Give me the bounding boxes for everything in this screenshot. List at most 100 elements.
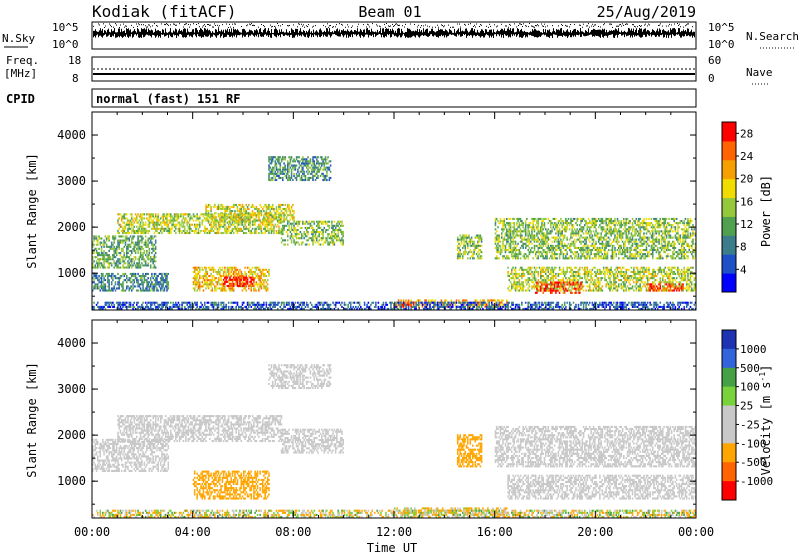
echo-cell [137,258,139,261]
echo-cell [249,225,251,228]
echo-cell [236,284,239,287]
echo-cell [521,244,523,247]
echo-cell [127,227,129,230]
echo-cell [307,222,309,225]
echo-cell [672,244,674,247]
echo-cell [183,217,186,220]
echo-cell [206,205,209,208]
echo-cell [312,168,314,171]
echo-cell [224,210,226,213]
echo-cell [193,229,196,232]
echo-cell [219,283,221,286]
echo-cell [503,224,506,227]
echo-cell [129,223,132,226]
echo-cell [134,272,137,275]
echo-cell [507,222,509,225]
echo-cell [193,281,196,284]
echo-cell [641,220,644,223]
echo-cell [163,221,166,224]
echo-cell [682,232,684,235]
echo-cell [513,226,516,229]
echo-cell [604,244,606,247]
echo-cell [253,212,255,215]
echo-cell [107,262,109,265]
echo-cell [243,219,245,222]
echo-cell [285,231,288,234]
echo-cell [639,240,641,243]
echo-cell [638,238,640,241]
echo-cell [319,231,322,234]
echo-cell [119,262,122,265]
echo-cell [614,224,616,227]
echo-cell [322,231,324,234]
echo-cell [501,301,503,304]
echo-cell [234,203,236,206]
echo-cell [280,158,283,161]
echo-cell [523,242,526,245]
echo-cell [683,253,685,256]
echo-cell [652,242,654,245]
echo-cell [217,277,220,280]
echo-cell [635,242,638,245]
echo-cell [255,205,258,208]
echo-cell [148,254,151,257]
echo-cell [396,305,399,308]
echo-cell [255,281,258,284]
echo-cell [186,223,188,226]
echo-cell [624,244,626,247]
echo-cell [210,229,212,232]
echo-cell [624,240,626,243]
echo-cell [166,215,168,218]
echo-cell [186,213,188,216]
echo-cell [273,225,275,228]
echo-cell [459,238,461,241]
echo-cell [652,251,654,254]
echo-cell [249,221,251,224]
echo-cell [675,222,678,225]
echo-cell [239,221,241,224]
echo-cell [143,264,146,267]
echo-cell [131,239,133,242]
echo-cell [128,279,131,282]
echo-cell [659,230,662,233]
echo-cell [508,224,511,227]
echo-cell [397,299,400,302]
echo-cell [313,231,316,234]
echo-cell [158,219,161,222]
echo-cell [635,244,638,247]
echo-cell [259,277,261,280]
echo-cell [141,279,143,282]
echo-cell [297,233,299,236]
echo-cell [528,234,531,237]
echo-cell [211,281,214,284]
echo-cell [514,228,517,231]
echo-cell [244,227,246,230]
echo-cell [646,228,649,231]
echo-cell [314,166,317,169]
echo-cell [265,285,268,288]
echo-cell [260,205,263,208]
echo-cell [269,214,271,217]
echo-cell [279,176,282,179]
echo-cell [288,224,290,227]
echo-cell [595,224,597,227]
echo-cell [290,170,293,173]
echo-cell [153,258,156,261]
echo-cell [209,223,211,226]
echo-cell [629,255,631,258]
echo-cell [541,224,543,227]
echo-cell [610,220,612,223]
echo-cell [322,168,324,171]
echo-cell [659,224,662,227]
echo-cell [659,226,662,229]
echo-cell [677,230,679,233]
echo-cell [166,223,168,226]
echo-cell [256,266,259,269]
echo-cell [103,260,105,263]
echo-cell [215,221,217,224]
echo-cell [601,230,604,233]
echo-cell [193,225,196,228]
echo-cell [456,238,459,241]
echo-cell [459,251,461,254]
echo-cell [576,251,579,254]
